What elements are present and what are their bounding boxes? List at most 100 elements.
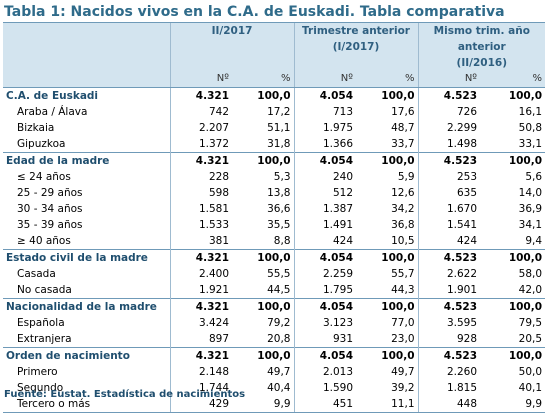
row-label: Gipuzkoa [3,136,170,153]
cell-percent: 50,8 [480,120,546,136]
cell-percent: 34,1 [480,217,546,233]
row-label: 25 - 29 años [3,185,170,201]
cell-count: 1.533 [169,217,232,233]
table-row: ≥ 40 años 381 8,8 424 10,5 424 9,4 [3,233,546,250]
cell-percent: 44,3 [356,282,419,299]
row-label: ≤ 24 años [3,169,170,185]
cell-percent: 79,5 [480,315,546,331]
cell-percent: 11,1 [356,396,419,413]
cell-count: 3.424 [169,315,232,331]
cell-count: 4.523 [417,87,481,104]
cell-count: 1.975 [293,120,356,136]
cell-count: 897 [169,331,232,348]
cell-percent: 36,9 [480,201,546,217]
cell-count: 228 [169,169,232,185]
header-pct-3: % [480,71,546,88]
cell-count: 2.013 [293,364,356,380]
cell-percent: 50,0 [480,364,546,380]
header-pct-1: % [232,71,294,88]
table-row: Gipuzkoa 1.372 31,8 1.366 33,7 1.498 33,1 [3,136,546,153]
row-label: Casada [3,266,170,282]
row-label: Araba / Álava [3,104,170,120]
table-section-row: Edad de la madre 4.321 100,0 4.054 100,0 4.52… [3,152,546,169]
header-n-3: Nº [417,71,481,88]
cell-percent: 8,8 [232,233,294,250]
cell-percent: 17,2 [232,104,294,120]
cell-count: 931 [293,331,356,348]
cell-count: 512 [293,185,356,201]
cell-count: 928 [417,331,481,348]
cell-percent: 44,5 [232,282,294,299]
header-pct-2: % [356,71,419,88]
cell-percent: 20,5 [480,331,546,348]
cell-percent: 100,0 [232,249,294,266]
cell-percent: 49,7 [356,364,419,380]
cell-count: 451 [293,396,356,413]
cell-count: 4.321 [169,298,232,315]
row-label: Española [3,315,170,331]
source-note: Fuente: Eustat. Estadística de nacimient… [4,389,246,400]
cell-count: 742 [169,104,232,120]
cell-percent: 9,4 [480,233,546,250]
cell-count: 1.366 [293,136,356,153]
cell-count: 635 [417,185,481,201]
row-label: 30 - 34 años [3,201,170,217]
table-header: II/2017 Trimestre anterior Mismo trim. a… [3,22,546,88]
cell-percent: 100,0 [356,298,419,315]
cell-count: 1.795 [293,282,356,299]
cell-count: 1.670 [417,201,481,217]
cell-percent: 100,0 [356,87,419,104]
cell-percent: 34,2 [356,201,419,217]
cell-count: 2.260 [417,364,481,380]
cell-count: 3.123 [293,315,356,331]
cell-percent: 100,0 [356,152,419,169]
header-same-quarter-line2: anterior [417,39,546,55]
table-row: Bizkaia 2.207 51,1 1.975 48,7 2.299 50,8 [3,120,546,136]
table-title: Tabla 1: Nacidos vivos en la C.A. de Eus… [4,4,505,20]
cell-percent: 100,0 [480,249,546,266]
cell-count: 713 [293,104,356,120]
header-previous-quarter: Trimestre anterior [293,22,419,39]
row-label: Estado civil de la madre [3,249,170,266]
table-row: Casada 2.400 55,5 2.259 55,7 2.622 58,0 [3,266,546,282]
cell-percent: 79,2 [232,315,294,331]
table-row: Segundo 1.744 40,4 1.590 39,2 1.815 40,1 [3,380,546,396]
cell-count: 4.054 [293,152,356,169]
table-row: 25 - 29 años 598 13,8 512 12,6 635 14,0 [3,185,546,201]
cell-count: 598 [169,185,232,201]
header-previous-quarter-period: (I/2017) [293,39,419,55]
cell-count: 4.321 [169,87,232,104]
cell-percent: 100,0 [232,347,294,364]
cell-count: 2.622 [417,266,481,282]
cell-percent: 33,1 [480,136,546,153]
cell-count: 1.491 [293,217,356,233]
row-label: No casada [3,282,170,299]
cell-count: 253 [417,169,481,185]
row-label: C.A. de Euskadi [3,87,170,104]
cell-percent: 5,9 [356,169,419,185]
cell-count: 1.815 [417,380,481,396]
row-label: Nacionalidad de la madre [3,298,170,315]
row-label: ≥ 40 años [3,233,170,250]
table-section-row: Orden de nacimiento 4.321 100,0 4.054 100,0 4… [3,347,546,364]
header-corner [3,22,170,39]
cell-percent: 55,7 [356,266,419,282]
cell-percent: 35,5 [232,217,294,233]
cell-count: 1.581 [169,201,232,217]
cell-count: 424 [293,233,356,250]
comparison-table: II/2017 Trimestre anterior Mismo trim. a… [3,22,546,413]
cell-count: 1.901 [417,282,481,299]
cell-percent: 100,0 [480,152,546,169]
row-label: Primero [3,364,170,380]
cell-percent: 16,1 [480,104,546,120]
cell-count: 240 [293,169,356,185]
cell-percent: 13,8 [232,185,294,201]
row-label: Extranjera [3,331,170,348]
cell-percent: 20,8 [232,331,294,348]
table-section-row: C.A. de Euskadi 4.321 100,0 4.054 100,0 4.523… [3,87,546,104]
table-row: Primero 2.148 49,7 2.013 49,7 2.260 50,0 [3,364,546,380]
cell-percent: 55,5 [232,266,294,282]
header-n-1: Nº [169,71,232,88]
table-section-row: Estado civil de la madre 4.321 100,0 4.054 1… [3,249,546,266]
cell-percent: 9,9 [480,396,546,413]
